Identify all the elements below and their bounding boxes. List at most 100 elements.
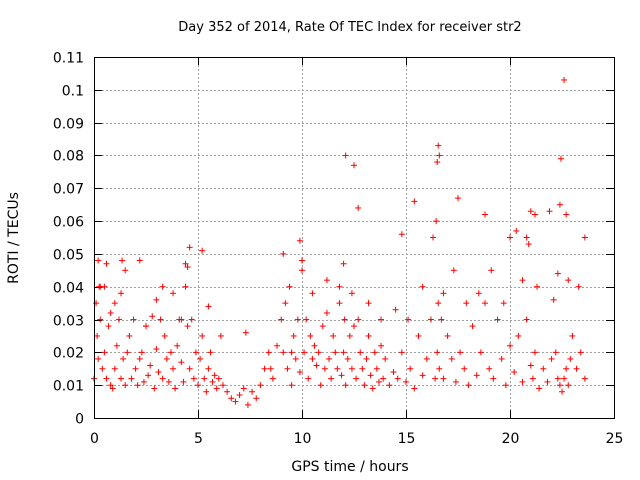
axis-ticks: 0 0.01 0.02 0.03 0.04 0.05 0.06 0.07 0.08 0.09 0.1… <box>53 51 624 448</box>
data-point <box>436 152 443 159</box>
data-point <box>430 234 437 241</box>
data-point <box>132 365 139 372</box>
data-point <box>180 378 187 385</box>
y-tick-label: 0.01 <box>53 379 84 395</box>
y-tick-label: 0.1 <box>62 84 84 100</box>
data-point <box>529 375 536 382</box>
data-point <box>554 375 561 382</box>
data-point <box>170 290 177 297</box>
data-point <box>167 349 174 356</box>
data-point <box>236 392 243 399</box>
data-point <box>540 365 547 372</box>
data-point <box>328 375 335 382</box>
data-point <box>199 247 206 254</box>
data-point <box>323 309 330 316</box>
y-tick-label: 0.05 <box>53 248 84 264</box>
x-tick-label: 25 <box>606 431 624 447</box>
data-point <box>284 365 291 372</box>
data-point <box>365 332 372 339</box>
data-point <box>105 323 112 330</box>
data-point <box>294 316 301 323</box>
data-point <box>536 385 543 392</box>
data-point <box>419 372 426 379</box>
data-point <box>527 362 534 369</box>
data-point <box>319 323 326 330</box>
data-point <box>103 260 110 267</box>
data-point <box>531 211 538 218</box>
data-point <box>515 332 522 339</box>
data-point <box>182 283 189 290</box>
data-point <box>147 362 154 369</box>
data-point <box>159 283 166 290</box>
data-point <box>151 385 158 392</box>
data-point <box>201 375 208 382</box>
data-point <box>427 316 434 323</box>
y-tick-label: 0.08 <box>53 149 84 165</box>
data-point <box>502 382 509 389</box>
data-point <box>149 313 156 320</box>
data-point <box>569 332 576 339</box>
data-point <box>519 378 526 385</box>
data-point <box>305 375 312 382</box>
data-point <box>434 349 441 356</box>
data-point <box>153 296 160 303</box>
data-point <box>97 316 104 323</box>
data-point <box>299 257 305 264</box>
data-point <box>261 365 268 372</box>
data-point <box>488 267 495 274</box>
data-point <box>494 316 501 323</box>
data-point <box>365 300 372 307</box>
y-tick-label: 0.11 <box>53 51 84 67</box>
data-point <box>398 349 405 356</box>
data-point <box>394 375 401 382</box>
data-point <box>544 378 551 385</box>
data-point <box>344 355 351 362</box>
chart-title: Day 352 of 2014, Rate Of TEC Index for r… <box>178 20 521 35</box>
data-point <box>455 195 461 202</box>
data-point <box>228 395 235 402</box>
y-tick-label: 0.02 <box>53 346 84 362</box>
data-point <box>288 349 295 356</box>
data-point <box>341 316 348 323</box>
data-point <box>403 378 409 385</box>
data-point <box>309 290 316 297</box>
data-point <box>475 290 482 297</box>
data-point <box>411 198 418 205</box>
y-tick-label: 0.09 <box>53 117 84 133</box>
data-point <box>303 316 310 323</box>
data-point <box>398 231 405 238</box>
data-point <box>265 349 272 356</box>
data-point <box>469 323 476 330</box>
data-point <box>128 375 135 382</box>
data-point <box>113 342 120 349</box>
data-point <box>301 349 308 356</box>
data-point <box>145 372 152 379</box>
data-point <box>288 382 295 389</box>
data-point <box>269 375 276 382</box>
data-point <box>561 76 568 83</box>
y-tick-label: 0 <box>75 412 84 428</box>
data-point <box>382 355 389 362</box>
data-point <box>523 316 530 323</box>
data-point <box>195 382 201 389</box>
x-tick-label: 5 <box>194 431 203 447</box>
data-point <box>115 316 122 323</box>
data-point <box>565 382 572 389</box>
data-point <box>99 365 106 372</box>
data-point <box>482 300 489 307</box>
data-point <box>554 270 561 277</box>
data-point <box>136 355 143 362</box>
data-point <box>122 267 129 274</box>
data-point <box>107 382 114 389</box>
data-point <box>101 283 108 290</box>
data-point <box>159 375 166 382</box>
data-point <box>378 342 385 349</box>
data-point <box>498 355 505 362</box>
data-point <box>203 388 210 395</box>
data-point <box>486 365 493 372</box>
data-point <box>342 382 349 389</box>
data-point <box>118 290 125 297</box>
data-point <box>332 349 339 356</box>
data-point <box>519 277 526 284</box>
data-point <box>280 250 287 257</box>
